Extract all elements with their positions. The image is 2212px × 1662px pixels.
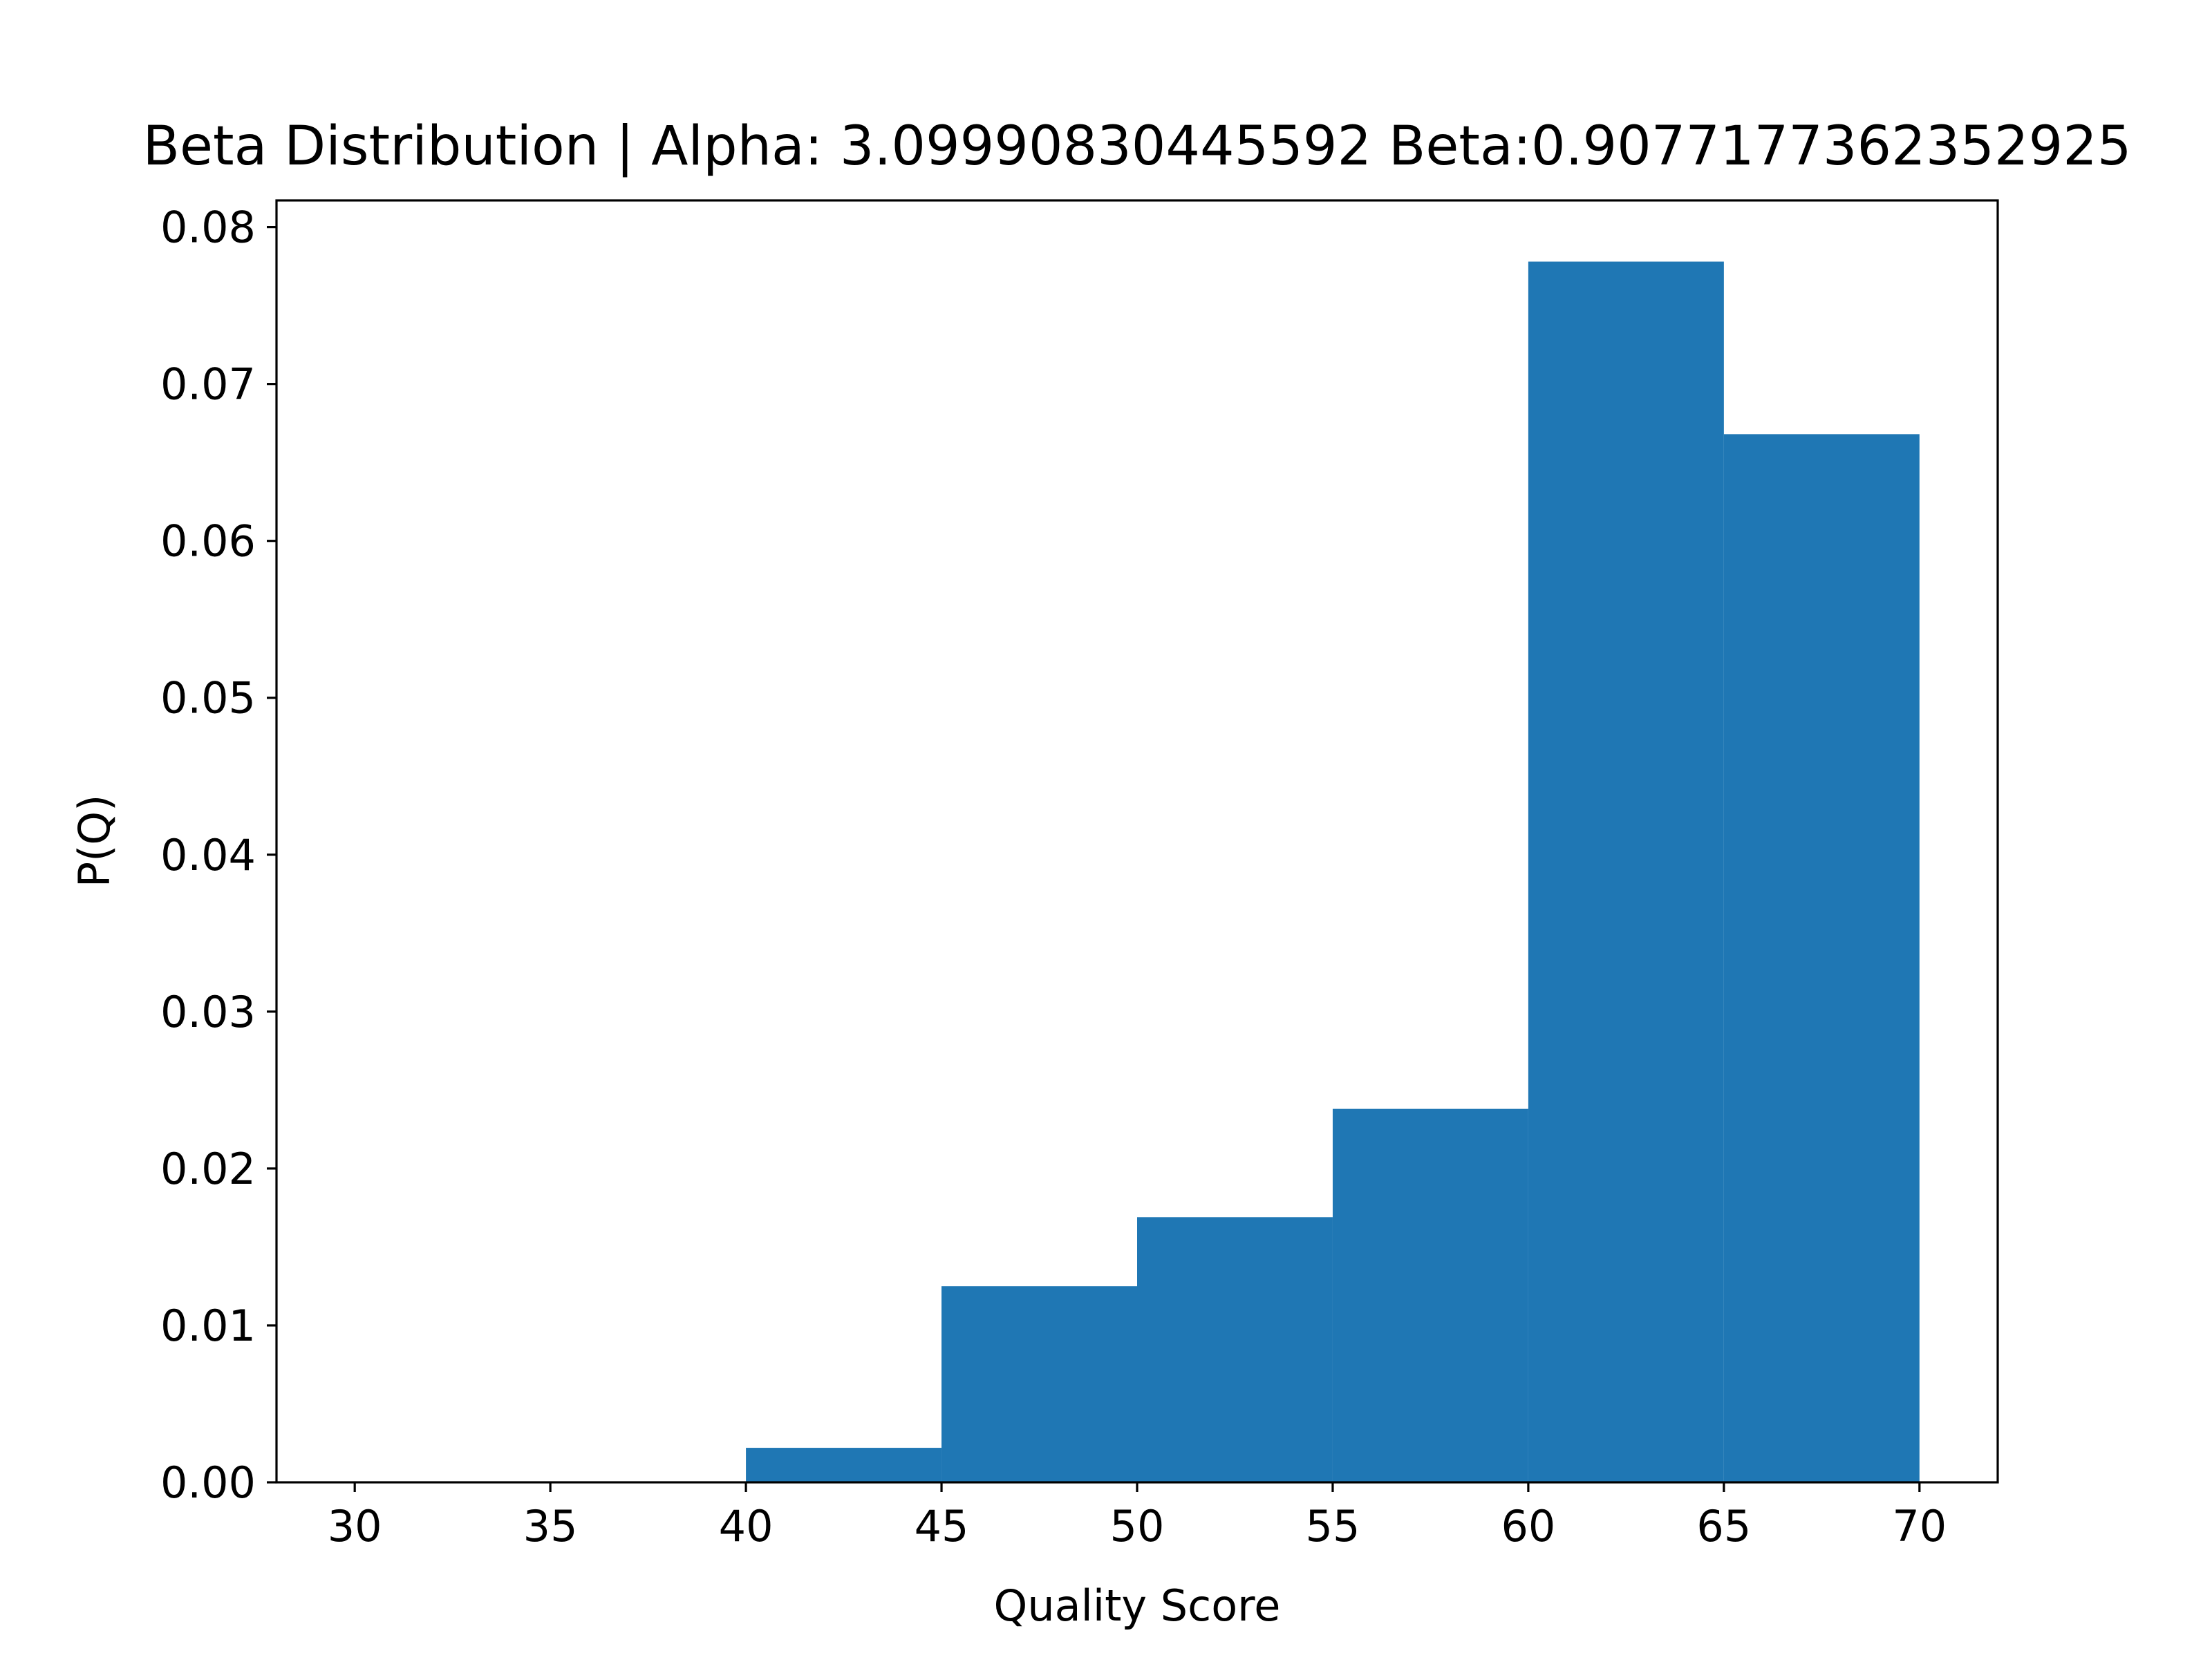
y-tick-label: 0.08 [160,202,256,253]
histogram-bar-1 [941,1286,1137,1482]
histogram-bar-5 [1723,434,1920,1483]
histogram-bar-2 [1137,1217,1333,1482]
x-tick-label: 35 [523,1501,578,1551]
x-tick-label: 45 [915,1501,969,1551]
bars-group [746,261,1920,1483]
y-tick-label: 0.04 [160,830,256,880]
chart-title: Beta Distribution | Alpha: 3.09990830445… [142,115,2131,178]
histogram-bar-0 [746,1448,942,1482]
x-tick-label: 50 [1110,1501,1165,1551]
y-axis-label: P(Q) [69,795,120,888]
y-tick-label: 0.05 [160,673,256,724]
x-tick-label: 70 [1892,1501,1947,1551]
y-tick-label: 0.06 [160,516,256,567]
histogram-bar-4 [1528,261,1724,1482]
x-axis-label: Quality Score [994,1580,1281,1631]
y-tick-label: 0.07 [160,359,256,410]
y-tick-label: 0.01 [160,1301,256,1351]
x-tick-label: 65 [1696,1501,1751,1551]
x-tick-label: 40 [719,1501,774,1551]
histogram-bar-3 [1332,1108,1528,1482]
x-axis-ticks: 30 35 40 45 50 55 60 65 70 [328,1482,1947,1551]
y-tick-label: 0.02 [160,1144,256,1194]
x-tick-label: 60 [1501,1501,1555,1551]
y-axis-ticks: 0.00 0.01 0.02 0.03 0.04 0.05 0.06 0.07 0.08 [160,202,276,1508]
x-tick-label: 55 [1306,1501,1360,1551]
y-tick-label: 0.03 [160,987,256,1037]
x-tick-label: 30 [328,1501,382,1551]
y-tick-label: 0.00 [160,1457,256,1508]
